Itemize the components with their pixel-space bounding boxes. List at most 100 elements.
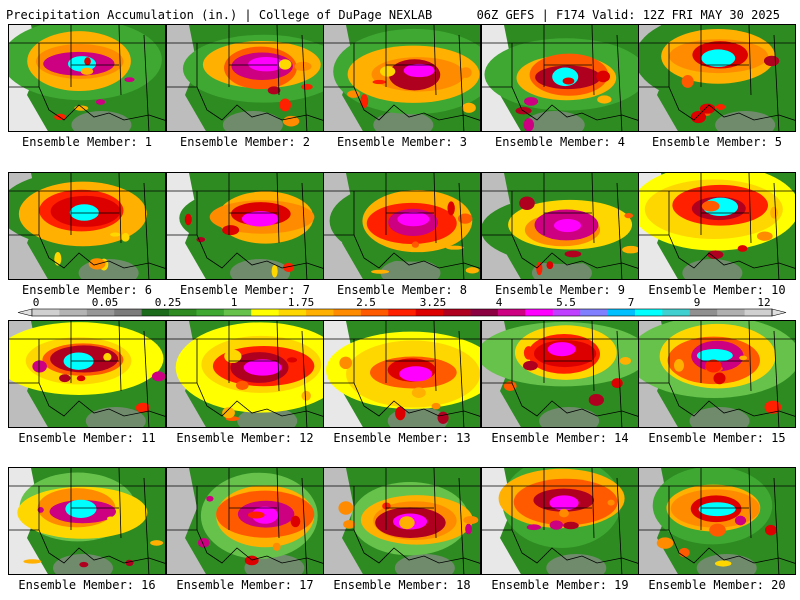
member-label: Ensemble Member: 20 xyxy=(648,578,786,592)
member-label: Ensemble Member: 9 xyxy=(494,283,626,297)
member-label: Ensemble Member: 13 xyxy=(333,431,471,445)
colorbar-tick-label: 12 xyxy=(757,296,770,309)
precip-field xyxy=(167,25,323,131)
colorbar-swatch xyxy=(278,309,307,316)
ensemble-member-map xyxy=(166,24,324,132)
member-label: Ensemble Member: 5 xyxy=(651,135,783,149)
ensemble-member-map xyxy=(323,320,481,428)
precip-field xyxy=(167,173,323,279)
ensemble-member-map xyxy=(481,320,639,428)
ensemble-member-map xyxy=(8,172,166,280)
colorbar-tick-label: 5.5 xyxy=(556,296,576,309)
colorbar-swatch xyxy=(443,309,472,316)
colorbar-swatch xyxy=(32,309,60,316)
colorbar-swatch xyxy=(744,309,773,316)
colorbar-swatch xyxy=(470,309,499,316)
precip-field xyxy=(482,173,638,279)
colorbar-swatch xyxy=(717,309,746,316)
colorbar-swatch xyxy=(86,309,115,316)
ensemble-member-map xyxy=(323,467,481,575)
precip-field xyxy=(639,468,795,574)
colorbar: 0 0.05 0.25 1 1.75 2.5 3.25 4 5.5 7 9 12 xyxy=(17,296,787,317)
map-title: Precipitation Accumulation (in.) | Colle… xyxy=(6,8,433,22)
member-label: Ensemble Member: 8 xyxy=(336,283,468,297)
ensemble-member-map xyxy=(8,467,166,575)
colorbar-swatch xyxy=(114,309,143,316)
ensemble-member-map xyxy=(8,24,166,132)
colorbar-swatch xyxy=(333,309,362,316)
precip-field xyxy=(324,173,480,279)
precip-field xyxy=(9,25,165,131)
colorbar-tick-label: 2.5 xyxy=(356,296,376,309)
colorbar-swatch xyxy=(580,309,609,316)
precip-field xyxy=(639,173,795,279)
colorbar-swatch xyxy=(251,309,280,316)
colorbar-swatch xyxy=(634,309,663,316)
precip-field xyxy=(9,468,165,574)
member-label: Ensemble Member: 1 xyxy=(21,135,153,149)
member-label: Ensemble Member: 12 xyxy=(176,431,314,445)
precip-field xyxy=(482,468,638,574)
precip-field xyxy=(324,25,480,131)
member-label: Ensemble Member: 7 xyxy=(179,283,311,297)
colorbar-max-arrow xyxy=(771,308,787,317)
member-label: Ensemble Member: 6 xyxy=(21,283,153,297)
colorbar-swatch xyxy=(552,309,581,316)
colorbar-swatch xyxy=(306,309,334,316)
precip-field xyxy=(482,321,638,427)
colorbar-tick-label: 0.25 xyxy=(155,296,182,309)
colorbar-swatch xyxy=(169,309,197,316)
colorbar-swatch xyxy=(196,309,225,316)
precip-field xyxy=(324,321,480,427)
member-label: Ensemble Member: 3 xyxy=(336,135,468,149)
precip-field xyxy=(9,173,165,279)
colorbar-min-arrow xyxy=(17,308,33,317)
member-label: Ensemble Member: 18 xyxy=(333,578,471,592)
colorbar-swatch xyxy=(59,309,88,316)
model-run-info: 06Z GEFS | F174 Valid: 12Z FRI MAY 30 20… xyxy=(476,8,780,22)
colorbar-swatch xyxy=(662,309,691,316)
colorbar-swatch xyxy=(689,309,718,316)
ensemble-member-map xyxy=(638,467,796,575)
colorbar-tick-label: 0 xyxy=(33,296,40,309)
colorbar-swatch xyxy=(415,309,444,316)
ensemble-member-map xyxy=(323,172,481,280)
member-label: Ensemble Member: 14 xyxy=(491,431,629,445)
colorbar-swatch xyxy=(223,309,252,316)
member-label: Ensemble Member: 16 xyxy=(18,578,156,592)
colorbar-swatch xyxy=(360,309,389,316)
precip-field xyxy=(167,468,323,574)
colorbar-tick-label: 3.25 xyxy=(420,296,447,309)
ensemble-member-map xyxy=(166,320,324,428)
ensemble-member-map xyxy=(8,320,166,428)
ensemble-member-map xyxy=(166,172,324,280)
colorbar-swatch xyxy=(497,309,526,316)
ensemble-member-map xyxy=(481,24,639,132)
member-label: Ensemble Member: 17 xyxy=(176,578,314,592)
precip-field xyxy=(639,321,795,427)
ensemble-member-map xyxy=(481,467,639,575)
member-label: Ensemble Member: 10 xyxy=(648,283,786,297)
colorbar-tick-label: 1 xyxy=(231,296,238,309)
precip-field xyxy=(482,25,638,131)
precip-field xyxy=(324,468,480,574)
colorbar-swatch xyxy=(141,309,170,316)
precip-field xyxy=(167,321,323,427)
member-label: Ensemble Member: 15 xyxy=(648,431,786,445)
ensemble-member-map xyxy=(166,467,324,575)
colorbar-swatch xyxy=(388,309,417,316)
colorbar-tick-label: 1.75 xyxy=(288,296,315,309)
member-label: Ensemble Member: 19 xyxy=(491,578,629,592)
colorbar-tick-label: 0.05 xyxy=(92,296,119,309)
ensemble-member-map xyxy=(481,172,639,280)
ensemble-member-map xyxy=(638,320,796,428)
colorbar-tick-label: 7 xyxy=(628,296,635,309)
member-label: Ensemble Member: 2 xyxy=(179,135,311,149)
colorbar-tick-label: 4 xyxy=(496,296,503,309)
precip-field xyxy=(639,25,795,131)
colorbar-swatch xyxy=(607,309,636,316)
ensemble-member-map xyxy=(638,24,796,132)
member-label: Ensemble Member: 11 xyxy=(18,431,156,445)
ensemble-member-map xyxy=(638,172,796,280)
colorbar-swatch xyxy=(525,309,554,316)
